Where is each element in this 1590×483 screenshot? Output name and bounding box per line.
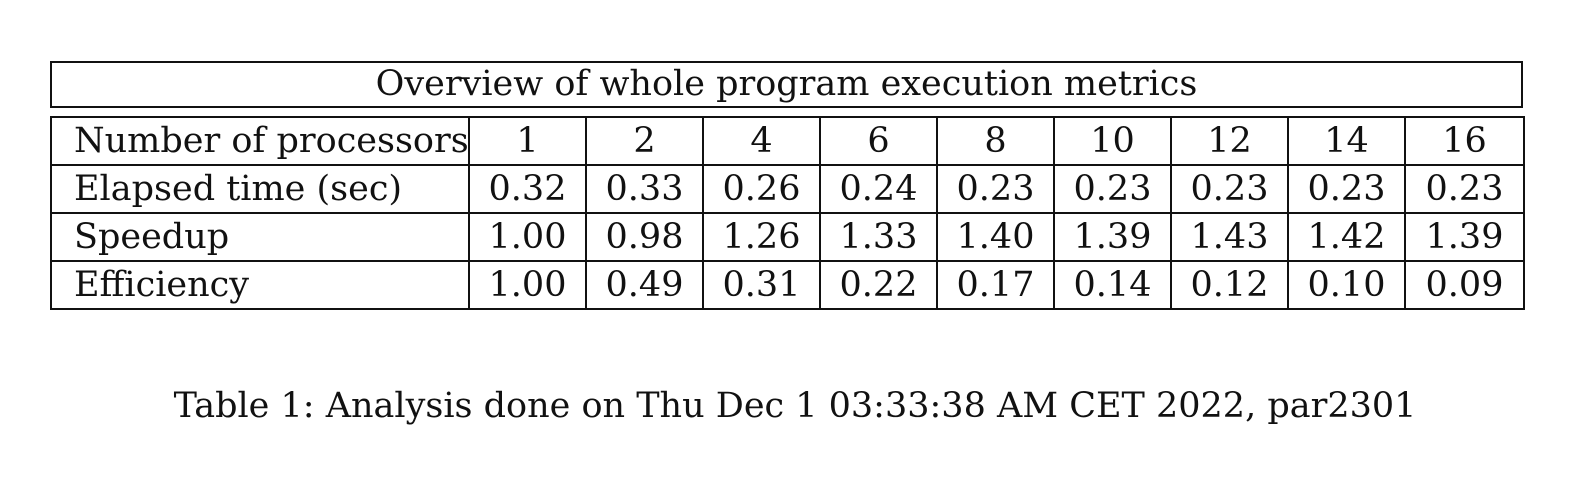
table-cell: 1.00 [468, 212, 587, 262]
table-cell: 1.26 [702, 212, 821, 262]
table-cell: 0.09 [1404, 260, 1525, 310]
table-cell: 2 [585, 116, 704, 166]
table-cell: 6 [819, 116, 938, 166]
table-cell: 1.42 [1287, 212, 1406, 262]
table-cell: 0.23 [1170, 164, 1289, 214]
elapsed-time-row: Elapsed time (sec) 0.32 0.33 0.26 0.24 0… [50, 164, 1525, 214]
table-cell: 1.33 [819, 212, 938, 262]
speedup-row: Speedup 1.00 0.98 1.26 1.33 1.40 1.39 1.… [50, 212, 1525, 262]
table-cell: 4 [702, 116, 821, 166]
table-cell: 12 [1170, 116, 1289, 166]
table-cell: 0.33 [585, 164, 704, 214]
table-cell: 0.12 [1170, 260, 1289, 310]
metrics-table: Number of processors 1 2 4 6 8 10 12 14 … [50, 116, 1525, 310]
table-cell: 0.14 [1053, 260, 1172, 310]
table-cell: 0.24 [819, 164, 938, 214]
table-title: Overview of whole program execution metr… [50, 61, 1523, 108]
table-cell: 1 [468, 116, 587, 166]
table-cell: 0.32 [468, 164, 587, 214]
table-cell: 0.23 [1287, 164, 1406, 214]
table-cell: 1.00 [468, 260, 587, 310]
table-cell: 0.23 [936, 164, 1055, 214]
table-cell: 14 [1287, 116, 1406, 166]
row-label: Efficiency [50, 260, 470, 310]
row-label: Number of processors [50, 116, 470, 166]
table-cell: 1.39 [1053, 212, 1172, 262]
table-cell: 0.49 [585, 260, 704, 310]
efficiency-row: Efficiency 1.00 0.49 0.31 0.22 0.17 0.14… [50, 260, 1525, 310]
table-cell: 0.23 [1053, 164, 1172, 214]
table-cell: 1.43 [1170, 212, 1289, 262]
row-label: Speedup [50, 212, 470, 262]
table-cell: 0.10 [1287, 260, 1406, 310]
table-cell: 10 [1053, 116, 1172, 166]
table-cell: 1.39 [1404, 212, 1525, 262]
table-cell: 0.22 [819, 260, 938, 310]
processors-row: Number of processors 1 2 4 6 8 10 12 14 … [50, 116, 1525, 166]
table-cell: 0.26 [702, 164, 821, 214]
table-cell: 8 [936, 116, 1055, 166]
table-cell: 0.17 [936, 260, 1055, 310]
row-label: Elapsed time (sec) [50, 164, 470, 214]
table-cell: 1.40 [936, 212, 1055, 262]
table-cell: 0.98 [585, 212, 704, 262]
table-caption: Table 1: Analysis done on Thu Dec 1 03:3… [173, 386, 1417, 426]
table-cell: 16 [1404, 116, 1525, 166]
table-cell: 0.23 [1404, 164, 1525, 214]
table-cell: 0.31 [702, 260, 821, 310]
